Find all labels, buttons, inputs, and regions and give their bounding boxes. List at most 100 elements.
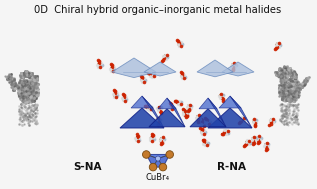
Point <box>22 97 27 100</box>
Point <box>31 77 36 80</box>
Point <box>305 77 310 80</box>
Point <box>299 84 304 87</box>
Point <box>205 142 210 145</box>
Point <box>33 78 38 81</box>
Point <box>21 75 26 78</box>
Polygon shape <box>199 98 217 109</box>
Point <box>280 108 285 111</box>
Point <box>24 74 29 77</box>
Point <box>25 74 30 77</box>
Point <box>29 92 35 95</box>
Point <box>135 134 140 137</box>
Point <box>31 119 36 122</box>
Point <box>284 99 289 102</box>
Point <box>28 105 33 108</box>
Point <box>32 76 37 79</box>
Point <box>23 101 28 105</box>
Point <box>283 77 288 81</box>
Point <box>293 81 298 84</box>
Point <box>287 86 292 89</box>
Point <box>15 88 20 91</box>
Point <box>24 74 29 77</box>
Point <box>293 74 298 77</box>
Point <box>295 105 300 108</box>
Point <box>293 95 298 98</box>
Point <box>279 94 284 98</box>
Point <box>26 80 31 83</box>
Point <box>31 94 36 97</box>
Point <box>18 119 23 122</box>
Point <box>20 72 25 75</box>
Point <box>32 77 37 81</box>
Point <box>33 74 38 77</box>
Point <box>24 115 29 118</box>
Point <box>280 114 285 117</box>
Point <box>294 75 299 78</box>
Point <box>292 91 297 94</box>
Point <box>31 114 36 117</box>
Point <box>179 70 184 74</box>
Point <box>303 81 308 84</box>
Point <box>287 93 292 96</box>
Point <box>27 100 32 103</box>
Point <box>35 94 40 97</box>
Point <box>280 72 285 75</box>
Point <box>26 93 31 96</box>
Point <box>23 118 29 121</box>
Point <box>281 78 286 81</box>
Point <box>28 86 33 89</box>
Point <box>288 81 293 84</box>
Point <box>287 71 292 74</box>
Point <box>277 86 282 89</box>
Point <box>300 85 305 88</box>
Point <box>243 142 249 145</box>
Point <box>288 83 293 86</box>
Point <box>290 72 295 75</box>
Point <box>18 92 23 95</box>
Point <box>275 72 280 75</box>
Point <box>284 74 289 77</box>
Point <box>33 86 38 89</box>
Point <box>19 72 24 75</box>
Circle shape <box>143 151 150 158</box>
Point <box>24 111 29 114</box>
Point <box>28 105 33 108</box>
Point <box>113 95 119 98</box>
Point <box>22 116 27 119</box>
Point <box>20 74 25 77</box>
Point <box>33 84 38 87</box>
Point <box>17 90 22 93</box>
Point <box>145 108 150 111</box>
Point <box>279 77 284 81</box>
Point <box>285 97 290 100</box>
Point <box>32 78 37 81</box>
Point <box>34 79 39 82</box>
Point <box>25 112 30 115</box>
Point <box>27 90 32 93</box>
Point <box>31 107 36 110</box>
Point <box>290 86 295 89</box>
Point <box>23 86 28 89</box>
Point <box>22 72 27 75</box>
Point <box>186 109 191 112</box>
Point <box>292 118 297 121</box>
Point <box>25 86 30 89</box>
Point <box>29 75 34 78</box>
Point <box>19 94 24 97</box>
Point <box>284 86 289 89</box>
Point <box>149 135 154 138</box>
Point <box>20 73 25 76</box>
Polygon shape <box>158 98 176 109</box>
Point <box>144 104 149 107</box>
Point <box>287 69 292 72</box>
Point <box>293 77 298 80</box>
Point <box>295 90 300 93</box>
Point <box>27 72 32 75</box>
Point <box>31 103 36 106</box>
Point <box>283 111 288 114</box>
Point <box>278 90 283 93</box>
Point <box>27 73 32 76</box>
Point <box>23 114 28 117</box>
Point <box>149 76 154 79</box>
Point <box>281 112 286 115</box>
